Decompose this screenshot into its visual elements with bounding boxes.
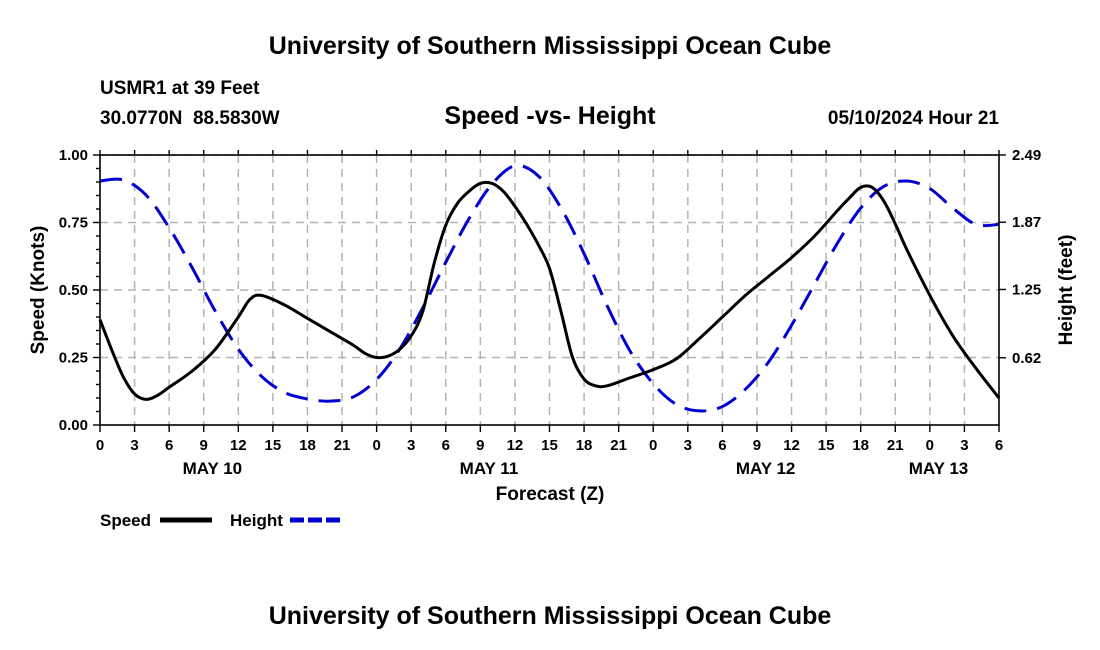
x-tick-label: 6	[442, 437, 450, 454]
x-tick-label: 0	[926, 437, 934, 454]
y-tick-label-left: 0.50	[59, 282, 88, 299]
series-line-height	[99, 164, 1000, 413]
page-title-top: University of Southern Mississippi Ocean…	[269, 32, 832, 60]
x-tick-label: 21	[334, 437, 351, 454]
page-title-bottom: University of Southern Mississippi Ocean…	[269, 602, 832, 630]
date-label: MAY 11	[460, 459, 519, 478]
forecast-timestamp: 05/10/2024 Hour 21	[828, 108, 1000, 129]
x-tick-label: 0	[372, 437, 380, 454]
x-tick-label: 3	[960, 437, 968, 454]
x-tick-label: 15	[265, 437, 282, 454]
y-tick-label-right: 1.25	[1012, 281, 1041, 298]
x-tick-label: 21	[887, 437, 904, 454]
x-tick-label: 0	[649, 437, 657, 454]
x-tick-label: 6	[995, 437, 1003, 454]
x-tick-label: 6	[718, 437, 726, 454]
y-tick-label-right: 2.49	[1012, 147, 1041, 164]
x-tick-label: 6	[165, 437, 173, 454]
x-tick-label: 18	[852, 437, 869, 454]
station-label: USMR1 at 39 Feet	[100, 78, 260, 99]
x-tick-label: 21	[610, 437, 627, 454]
grid-lines	[100, 154, 999, 425]
y-tick-label-right: 0.62	[1012, 350, 1041, 367]
y-tick-label-left: 0.75	[59, 215, 88, 232]
date-label: MAY 12	[736, 459, 796, 478]
x-tick-label: 9	[476, 437, 484, 454]
y-axis-label-left: Speed (Knots)	[28, 226, 49, 355]
chart-title: Speed -vs- Height	[444, 102, 656, 130]
y-axis-label-right: Height (feet)	[1056, 235, 1077, 346]
x-tick-label: 12	[230, 437, 247, 454]
x-tick-label: 9	[753, 437, 761, 454]
x-tick-label: 18	[299, 437, 316, 454]
legend-label-speed: Speed	[100, 511, 151, 530]
date-label: MAY 10	[183, 459, 243, 478]
x-tick-label: 15	[818, 437, 835, 454]
x-axis-label: Forecast (Z)	[496, 484, 605, 505]
x-tick-label: 12	[783, 437, 800, 454]
x-tick-label: 18	[576, 437, 593, 454]
x-tick-label: 12	[507, 437, 524, 454]
axes: 0 3 6 9 12 15 18 21 0 3 6 9 12 15 18 21 0 3 6 9 12 15 18 21 0 3 6 0…	[59, 147, 1041, 478]
station-coordinates: 30.0770N 88.5830W	[100, 108, 280, 129]
y-tick-label-left: 0.00	[59, 417, 88, 434]
series-line-speed	[98, 180, 1001, 401]
series-group	[98, 164, 1001, 413]
date-label: MAY 13	[909, 459, 969, 478]
x-tick-label: 9	[200, 437, 208, 454]
y-tick-label-left: 1.00	[59, 147, 88, 164]
x-tick-label: 0	[96, 437, 104, 454]
legend: Speed Height	[100, 511, 342, 530]
x-tick-label: 15	[541, 437, 558, 454]
y-tick-label-right: 1.87	[1012, 214, 1041, 231]
y-tick-label-left: 0.25	[59, 350, 88, 367]
legend-label-height: Height	[230, 511, 283, 530]
x-tick-label: 3	[684, 437, 692, 454]
x-tick-label: 3	[130, 437, 138, 454]
x-tick-label: 3	[407, 437, 415, 454]
